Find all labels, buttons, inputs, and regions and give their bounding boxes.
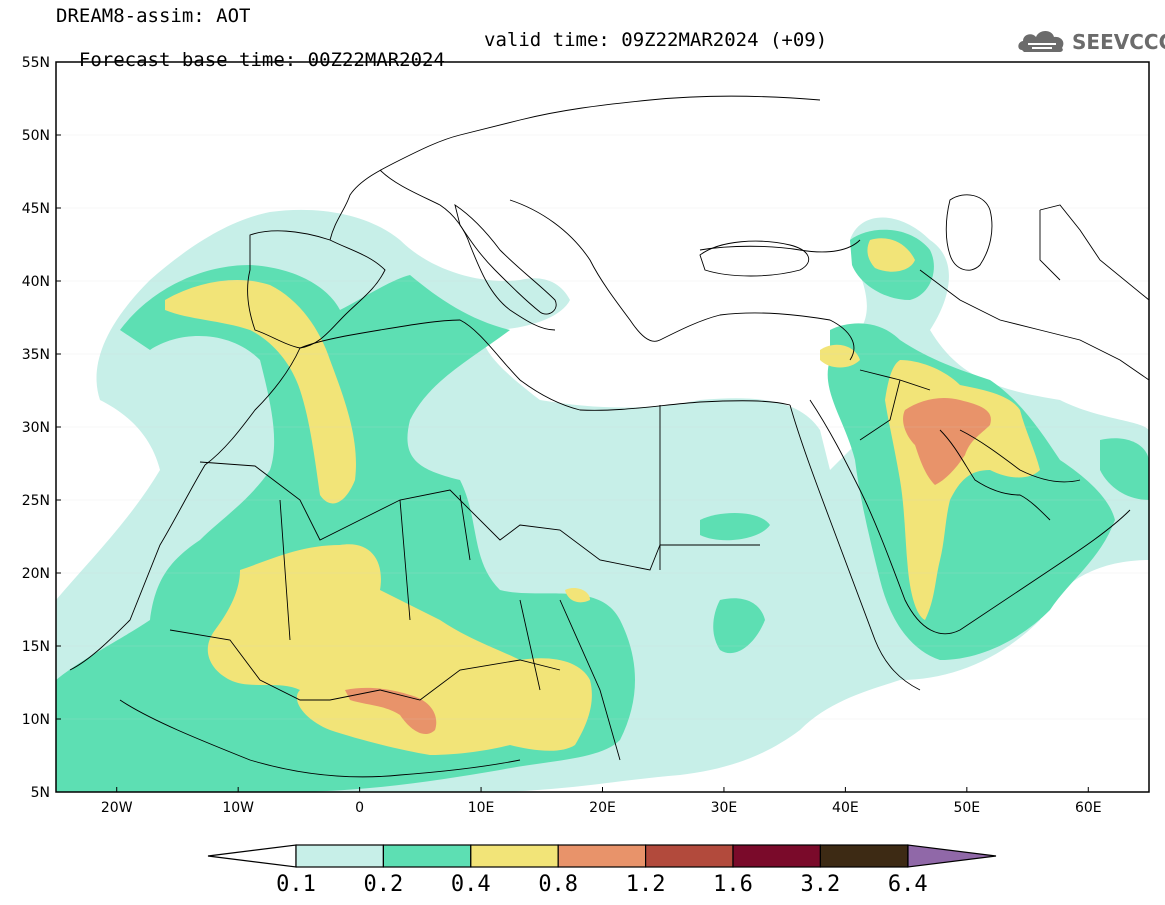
- lon-label: 60E: [1075, 800, 1102, 816]
- coastlines-borders: [69, 95, 1149, 778]
- cloud-logo-icon: [1018, 31, 1064, 52]
- lon-label: 40E: [832, 800, 859, 816]
- colorbar-label: 1.6: [713, 872, 753, 897]
- logo-text: SEEVCCC: [1072, 30, 1165, 54]
- lat-label: 50N: [22, 128, 50, 144]
- aot-field-layer: [56, 62, 1149, 792]
- lat-label: 40N: [22, 274, 50, 290]
- lon-label: 10W: [222, 800, 254, 816]
- lon-label: 10E: [468, 800, 495, 816]
- colorbar-bin: [382, 844, 472, 868]
- colorbar-label: 0.4: [451, 872, 491, 897]
- lat-label: 15N: [22, 639, 50, 655]
- colorbar-bin: [557, 844, 647, 868]
- colorbar-bin: [732, 844, 822, 868]
- colorbar-label: 3.2: [801, 872, 841, 897]
- product-title: DREAM8-assim: AOT: [56, 5, 251, 27]
- colorbar-bin: [644, 844, 734, 868]
- lat-label: 25N: [22, 493, 50, 509]
- aot-contour-0.8: [345, 398, 991, 735]
- lon-label: 20W: [101, 800, 133, 816]
- lat-label: 55N: [22, 55, 50, 71]
- colorbar-bin: [295, 844, 385, 868]
- lon-label: 0: [355, 800, 364, 816]
- colorbar-bin: [819, 844, 909, 868]
- colorbar-bin: [470, 844, 559, 868]
- lon-label: 50E: [953, 800, 980, 816]
- seevccc-logo: SEEVCCC: [1016, 22, 1165, 58]
- base-time: Forecast base time: 00Z22MAR2024: [78, 49, 445, 71]
- latitude-axis: 55N 50N 45N 40N 35N 30N 25N 20N 15N 10N 5N: [22, 55, 61, 801]
- colorbar-label: 0.2: [364, 872, 404, 897]
- longitude-axis: 20W 10W 0 10E 20E 30E 40E 50E 60E: [101, 787, 1102, 816]
- time-line: Forecast base time: 00Z22MAR2024 valid t…: [56, 30, 827, 90]
- colorbar-label: 6.4: [888, 872, 928, 897]
- lat-label: 35N: [22, 347, 50, 363]
- colorbar-under-arrow: [207, 844, 297, 868]
- aot-colorbar: 0.1 0.2 0.4 0.8 1.2 1.6 3.2 6.4: [207, 844, 997, 897]
- lat-label: 5N: [31, 785, 50, 801]
- lat-label: 45N: [22, 201, 50, 217]
- colorbar-over-arrow: [907, 844, 997, 868]
- colorbar-label: 0.8: [538, 872, 578, 897]
- valid-time: valid time: 09Z22MAR2024 (+09): [484, 29, 828, 51]
- lon-label: 30E: [711, 800, 738, 816]
- lat-label: 10N: [22, 712, 50, 728]
- colorbar-label: 0.1: [276, 872, 316, 897]
- lon-label: 20E: [589, 800, 616, 816]
- lat-label: 30N: [22, 420, 50, 436]
- colorbar-label: 1.2: [626, 872, 666, 897]
- lat-label: 20N: [22, 566, 50, 582]
